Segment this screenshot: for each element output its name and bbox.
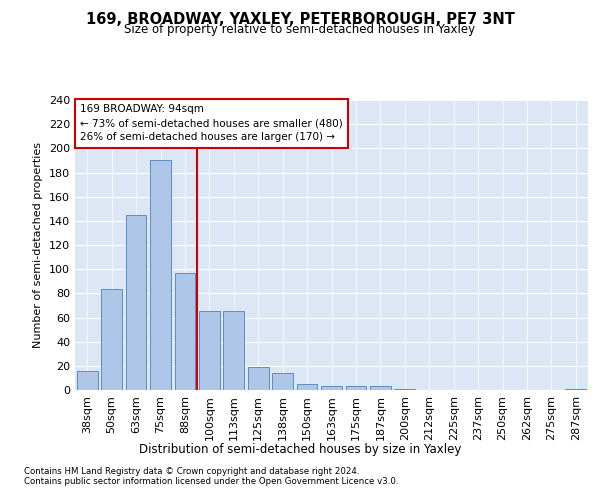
- Y-axis label: Number of semi-detached properties: Number of semi-detached properties: [34, 142, 43, 348]
- Bar: [296, 384, 317, 390]
- Bar: [394, 389, 415, 390]
- Bar: [101, 288, 122, 390]
- Bar: [565, 389, 586, 390]
- Bar: [125, 215, 146, 390]
- Text: Distribution of semi-detached houses by size in Yaxley: Distribution of semi-detached houses by …: [139, 442, 461, 456]
- Text: 169 BROADWAY: 94sqm
← 73% of semi-detached houses are smaller (480)
26% of semi-: 169 BROADWAY: 94sqm ← 73% of semi-detach…: [80, 104, 343, 142]
- Text: Contains public sector information licensed under the Open Government Licence v3: Contains public sector information licen…: [24, 478, 398, 486]
- Text: Contains HM Land Registry data © Crown copyright and database right 2024.: Contains HM Land Registry data © Crown c…: [24, 468, 359, 476]
- Bar: [223, 312, 244, 390]
- Bar: [346, 386, 367, 390]
- Bar: [248, 367, 269, 390]
- Bar: [321, 386, 342, 390]
- Bar: [150, 160, 171, 390]
- Bar: [272, 373, 293, 390]
- Bar: [77, 370, 98, 390]
- Text: 169, BROADWAY, YAXLEY, PETERBOROUGH, PE7 3NT: 169, BROADWAY, YAXLEY, PETERBOROUGH, PE7…: [86, 12, 514, 28]
- Bar: [175, 273, 196, 390]
- Text: Size of property relative to semi-detached houses in Yaxley: Size of property relative to semi-detach…: [124, 22, 476, 36]
- Bar: [199, 312, 220, 390]
- Bar: [370, 386, 391, 390]
